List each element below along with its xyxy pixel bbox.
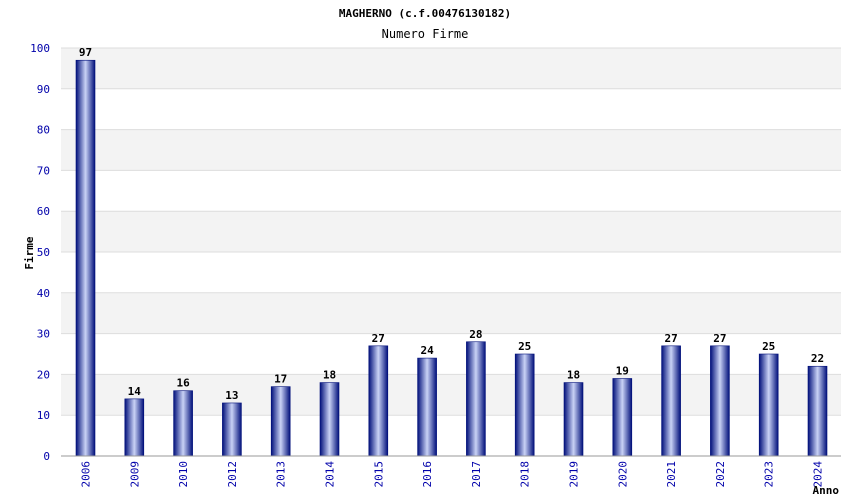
y-tick-label: 10 (37, 409, 50, 422)
bar (368, 345, 389, 457)
data-label: 24 (420, 344, 434, 357)
plot-band (61, 48, 841, 89)
bar (758, 353, 779, 457)
bar (75, 59, 96, 457)
bar (807, 365, 828, 457)
x-tick-label: 2014 (324, 461, 337, 488)
data-label: 16 (176, 377, 190, 390)
data-label: 27 (713, 332, 726, 345)
bar (319, 382, 340, 457)
bar (563, 382, 584, 457)
chart-title: MAGHERNO (c.f.00476130182) (339, 7, 511, 20)
x-tick-label: 2013 (275, 461, 288, 488)
bar (417, 357, 437, 457)
x-tick-label: 2017 (470, 461, 483, 488)
x-axis-title: Anno (813, 484, 840, 497)
x-tick-label: 2006 (80, 461, 93, 488)
y-axis-ticks: 0 10 20 30 40 50 60 70 80 90 100 (30, 42, 50, 463)
data-label: 19 (616, 364, 629, 377)
x-tick-label: 2020 (616, 461, 629, 488)
data-label: 17 (274, 373, 287, 386)
plot-band (61, 170, 841, 212)
data-label: 28 (469, 328, 482, 341)
x-axis-ticks: 2006 2009 2010 2012 2013 2014 2015 2016 2017 2018… (80, 461, 825, 488)
y-axis-title: Firme (23, 236, 36, 269)
x-tick-label: 2012 (226, 461, 239, 488)
x-tick-label: 2024 (812, 461, 825, 488)
bar (514, 353, 535, 457)
data-label: 25 (762, 340, 775, 353)
bar (612, 378, 633, 457)
y-tick-label: 90 (37, 83, 50, 96)
x-tick-label: 2015 (372, 461, 385, 488)
data-label: 27 (372, 332, 385, 345)
bar (661, 345, 681, 457)
x-tick-label: 2010 (177, 461, 190, 488)
x-tick-label: 2016 (421, 461, 434, 488)
plot-band (61, 211, 841, 252)
plot-band (61, 252, 841, 293)
data-label: 13 (225, 389, 238, 402)
bar (710, 345, 730, 457)
y-tick-label: 50 (37, 246, 50, 259)
y-tick-label: 20 (37, 368, 50, 381)
y-tick-label: 40 (37, 287, 50, 300)
y-tick-label: 100 (30, 42, 50, 55)
data-label: 27 (664, 332, 677, 345)
data-label: 14 (128, 385, 142, 398)
y-tick-label: 60 (37, 205, 50, 218)
y-tick-label: 80 (37, 124, 50, 137)
x-tick-label: 2022 (714, 461, 727, 488)
bars (75, 59, 828, 457)
data-label: 22 (811, 352, 824, 365)
data-label: 18 (567, 369, 580, 382)
data-label: 25 (518, 340, 531, 353)
data-label: 18 (323, 369, 336, 382)
bar (222, 402, 242, 457)
x-tick-label: 2021 (665, 461, 678, 488)
bar (270, 386, 291, 457)
plot-band (61, 129, 841, 171)
plot-band (61, 88, 841, 130)
x-tick-label: 2009 (128, 461, 141, 488)
bar (173, 390, 193, 457)
bar (124, 398, 145, 457)
chart-subtitle: Numero Firme (382, 27, 469, 41)
y-tick-label: 30 (37, 328, 50, 341)
x-tick-label: 2018 (519, 461, 532, 488)
y-tick-label: 70 (37, 164, 50, 177)
data-label: 97 (79, 46, 92, 59)
x-tick-label: 2023 (763, 461, 776, 488)
plot-band (61, 292, 841, 334)
y-tick-label: 0 (43, 450, 50, 463)
x-tick-label: 2019 (568, 461, 581, 488)
data-labels: 97 14 16 13 17 18 27 24 28 25 18 19 27 27 25 22 (79, 46, 824, 402)
bar (466, 341, 486, 457)
